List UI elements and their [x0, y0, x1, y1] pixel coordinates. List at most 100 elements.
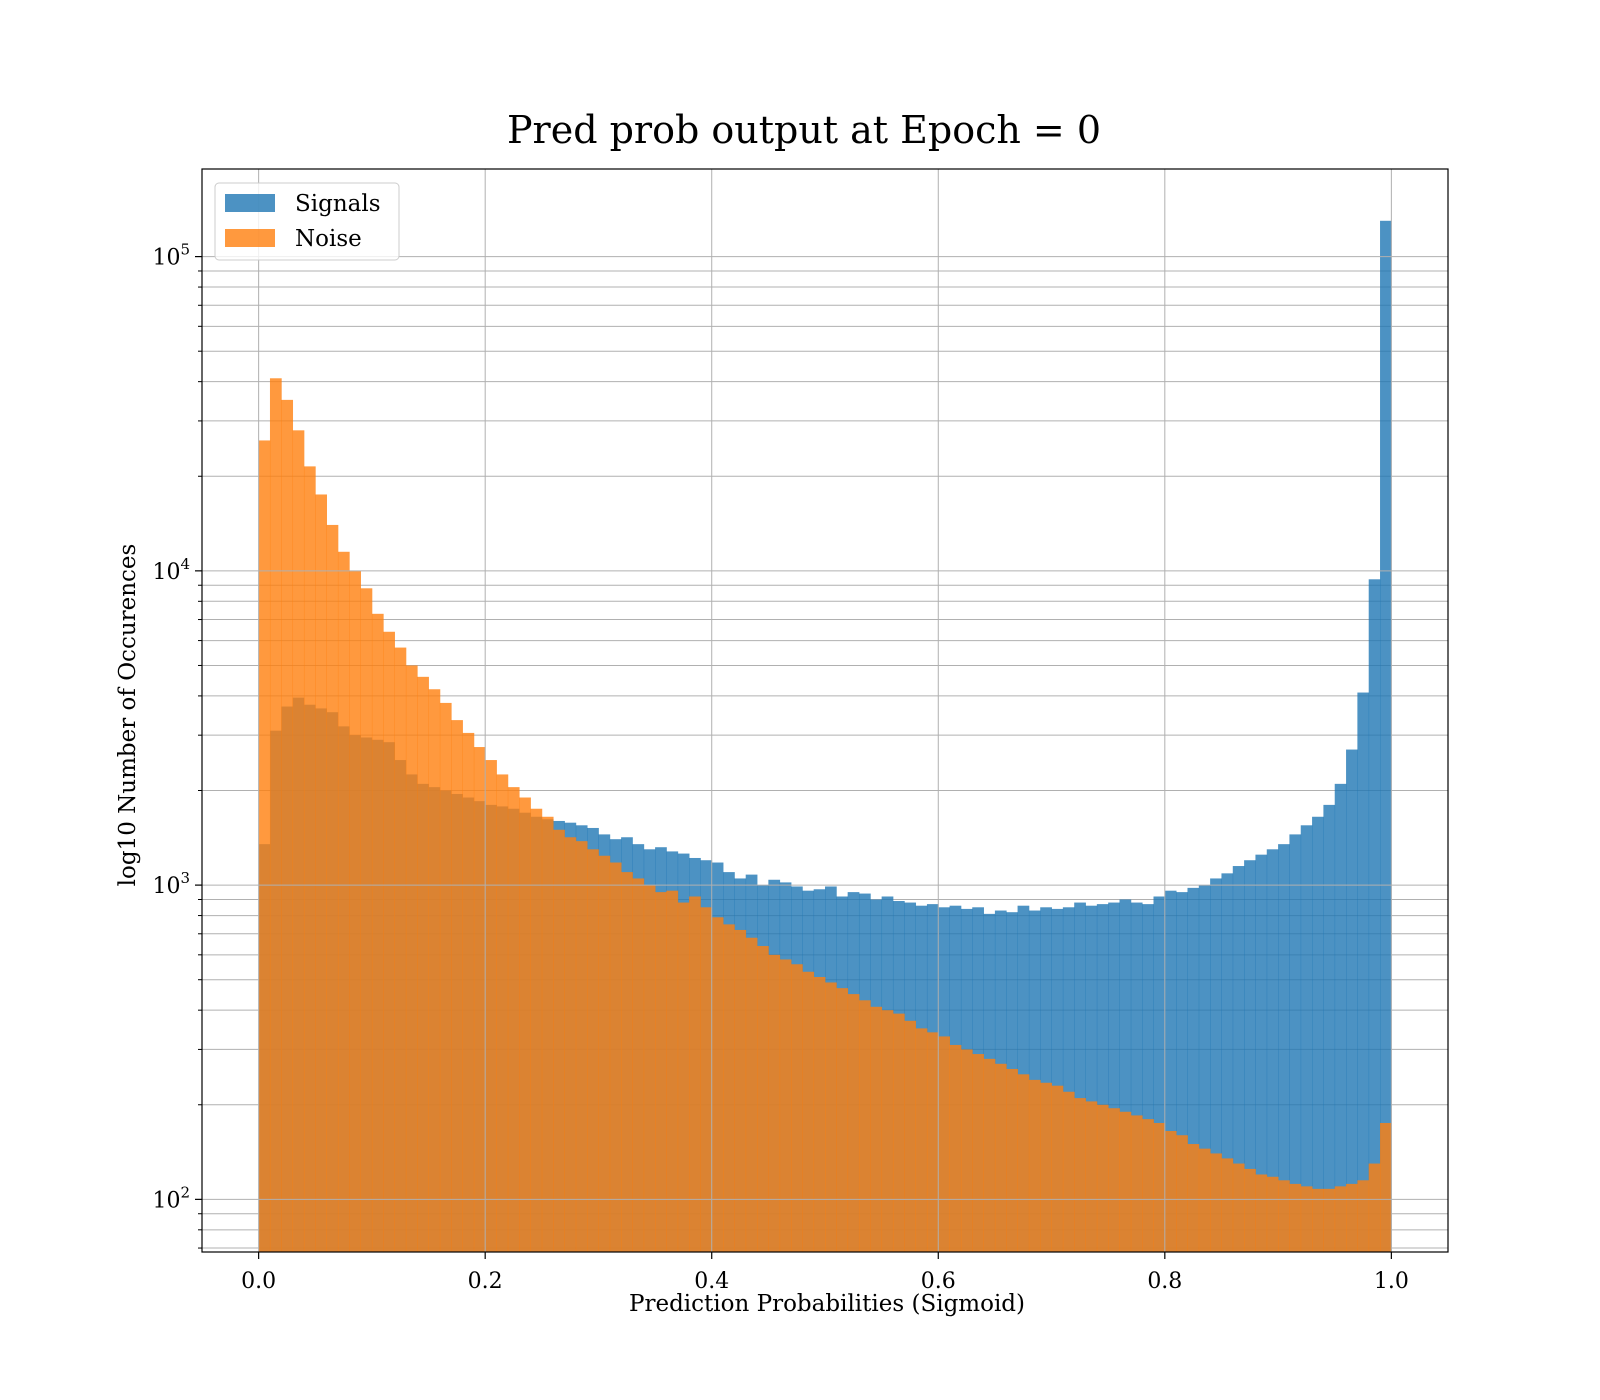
signals-bar	[1323, 804, 1336, 1252]
noise-bar	[779, 959, 792, 1252]
signals-bar	[1085, 905, 1098, 1252]
noise-bar	[1221, 1158, 1234, 1252]
noise-bar	[621, 872, 633, 1252]
noise-bar	[983, 1058, 996, 1252]
signals-bar	[1357, 692, 1370, 1252]
noise-bar	[1210, 1153, 1222, 1252]
noise-bar	[428, 689, 441, 1252]
noise-bar	[349, 570, 361, 1252]
signals-bar	[1210, 878, 1222, 1252]
noise-bar	[1278, 1180, 1290, 1252]
noise-bar	[802, 971, 815, 1252]
signals-bar	[1380, 220, 1392, 1252]
signals-bar	[1074, 902, 1086, 1252]
x-tick-label: 0.8	[1147, 1269, 1182, 1294]
noise-bar	[723, 924, 735, 1252]
noise-bar	[530, 808, 543, 1252]
noise-bar	[587, 849, 599, 1252]
noise-bar	[870, 1006, 883, 1252]
noise-bar	[360, 588, 373, 1252]
noise-bar	[1232, 1163, 1245, 1252]
noise-bar	[564, 837, 577, 1252]
legend-swatch-noise	[225, 229, 275, 247]
noise-bar	[326, 524, 339, 1252]
noise-bar	[926, 1032, 939, 1252]
noise-bar	[836, 988, 849, 1252]
x-tick-label: 0.4	[694, 1269, 729, 1294]
noise-bar	[1006, 1068, 1018, 1252]
noise-bar	[292, 430, 305, 1253]
noise-bar	[609, 862, 622, 1252]
noise-bar	[881, 1010, 894, 1252]
noise-series	[258, 378, 1392, 1253]
noise-bar	[553, 829, 565, 1252]
noise-bar	[1096, 1104, 1109, 1252]
noise-bar	[315, 494, 327, 1253]
signals-bar	[1198, 885, 1211, 1252]
noise-bar	[1040, 1082, 1052, 1252]
signals-bar	[1187, 887, 1200, 1252]
noise-bar	[1142, 1119, 1154, 1252]
noise-bar	[473, 747, 486, 1252]
signals-bar	[1255, 854, 1268, 1252]
noise-bar	[1176, 1135, 1188, 1252]
x-axis-label: Prediction Probabilities (Sigmoid)	[629, 1291, 1025, 1317]
noise-bar	[519, 797, 531, 1252]
noise-bar	[1289, 1183, 1302, 1252]
signals-bar	[1300, 825, 1313, 1252]
noise-bar	[791, 964, 803, 1252]
y-tick-label: 103	[152, 869, 190, 899]
noise-bar	[485, 760, 497, 1252]
noise-bar	[677, 902, 690, 1252]
signals-bar	[1232, 866, 1245, 1252]
noise-bar	[1368, 1163, 1381, 1252]
noise-bar	[1255, 1174, 1268, 1252]
noise-bar	[1334, 1186, 1347, 1252]
y-tick-label: 102	[152, 1183, 190, 1213]
legend-swatch-signals	[225, 194, 275, 212]
noise-bar	[258, 440, 271, 1252]
noise-bar	[632, 878, 645, 1252]
noise-bar	[1300, 1186, 1313, 1252]
noise-bar	[655, 892, 667, 1252]
noise-bar	[1346, 1183, 1358, 1252]
noise-bar	[1074, 1098, 1086, 1252]
noise-bar	[847, 994, 860, 1252]
noise-bar	[451, 720, 463, 1252]
noise-bar	[1244, 1168, 1256, 1252]
noise-bar	[383, 631, 395, 1252]
signals-bar	[1221, 873, 1234, 1252]
noise-bar	[1108, 1108, 1120, 1252]
noise-bar	[439, 702, 452, 1252]
y-axis-label: log10 Number of Occurences	[115, 544, 141, 887]
x-axis-ticks: 0.0 0.2 0.4 0.6 0.8 1.0	[241, 1252, 1409, 1294]
y-tick-label: 104	[152, 555, 190, 585]
noise-bar	[666, 890, 679, 1252]
major-gridlines	[202, 169, 1448, 1252]
noise-bar	[405, 665, 418, 1252]
noise-bar	[507, 787, 520, 1252]
noise-bar	[281, 399, 294, 1253]
x-tick-label: 0.2	[468, 1269, 503, 1294]
noise-bar	[371, 613, 384, 1252]
chart-title: Pred prob output at Epoch = 0	[507, 108, 1101, 152]
noise-bar	[269, 378, 282, 1252]
noise-bar	[417, 676, 429, 1252]
signals-bar	[1153, 896, 1166, 1252]
signals-bar	[1244, 860, 1256, 1252]
signals-bar	[1062, 907, 1075, 1252]
signals-bar	[1108, 902, 1120, 1252]
noise-bar	[949, 1044, 962, 1252]
signals-bar	[1164, 890, 1177, 1252]
noise-bar	[994, 1063, 1007, 1252]
noise-bar	[575, 841, 588, 1252]
noise-bar	[768, 954, 781, 1252]
x-tick-label: 0.0	[241, 1269, 276, 1294]
x-tick-label: 0.6	[921, 1269, 956, 1294]
signals-bar	[1312, 816, 1324, 1252]
signals-bar	[1130, 902, 1143, 1252]
noise-bar	[734, 929, 747, 1252]
noise-bar	[813, 977, 826, 1252]
noise-bar	[892, 1013, 905, 1252]
noise-bar	[858, 1000, 871, 1252]
